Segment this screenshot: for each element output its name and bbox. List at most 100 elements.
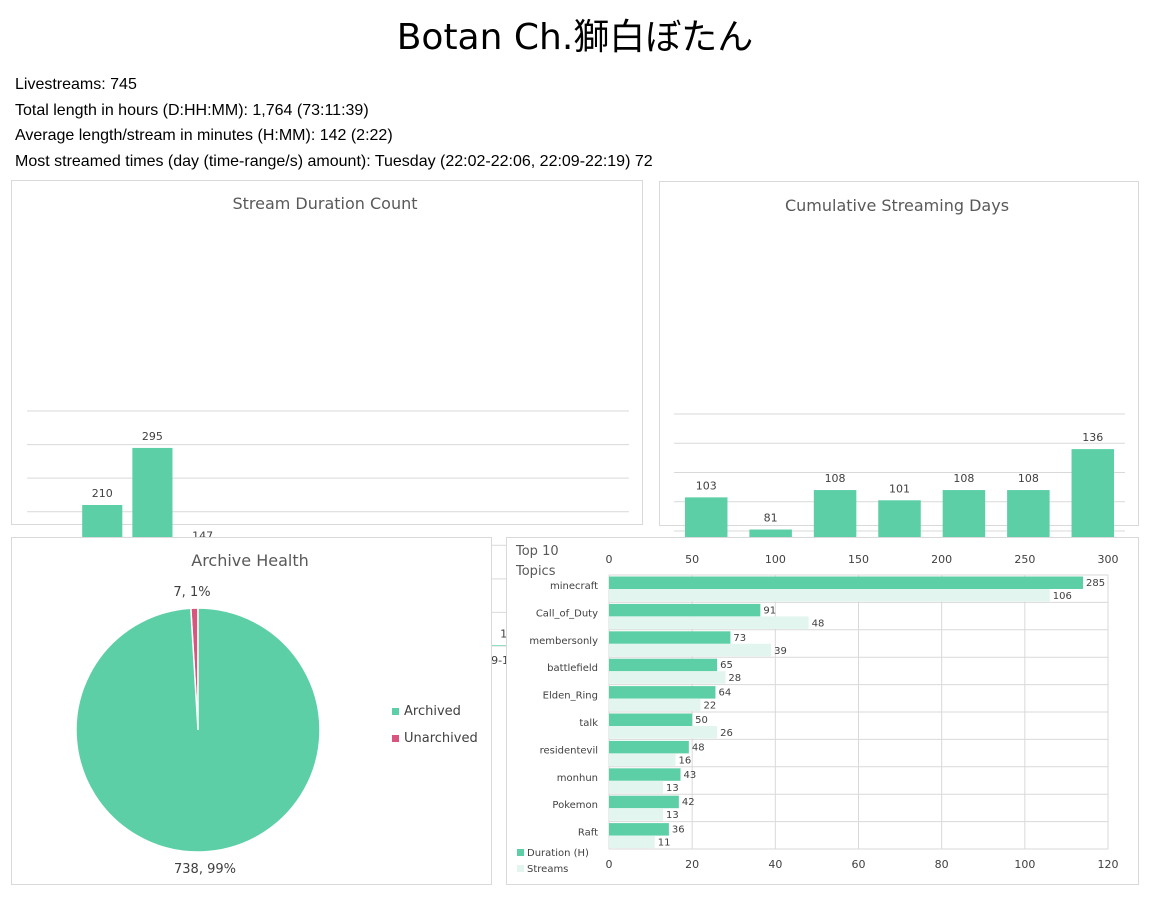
bar-duration-raft xyxy=(609,823,669,836)
bar-duration-minecraft xyxy=(609,576,1084,589)
bar-streams-call-of-duty xyxy=(609,616,809,629)
stats-summary: Livestreams: 745 Total length in hours (… xyxy=(15,72,653,175)
average-length-stat: Average length/stream in minutes (H:MM):… xyxy=(15,127,393,145)
bar-streams-monhun xyxy=(609,780,664,794)
top-axis-tick-label: 150 xyxy=(848,553,869,566)
data-label-1-2: 210 xyxy=(92,487,113,500)
legend-label-unarchived: Unarchived xyxy=(404,731,478,746)
data-label-unarchived: 7, 1% xyxy=(173,585,210,600)
bottom-axis-tick-label: 60 xyxy=(852,858,866,871)
data-label-duration-talk: 50 xyxy=(695,715,708,726)
category-label-call-of-duty: Call_of_Duty xyxy=(536,608,598,619)
bar-duration-elden-ring xyxy=(609,686,716,699)
category-label-talk: talk xyxy=(579,718,598,729)
data-label-duration-pokemon: 42 xyxy=(682,797,695,808)
bottom-axis-tick-label: 40 xyxy=(768,858,782,871)
data-label-tuesday: 108 xyxy=(825,472,846,485)
data-label-duration-residentevil: 48 xyxy=(692,742,705,753)
bar-streams-pokemon xyxy=(609,808,664,821)
bottom-axis-tick-label: 120 xyxy=(1098,858,1119,871)
total-length-stat: Total length in hours (D:HH:MM): 1,764 (… xyxy=(15,101,369,119)
top-axis-tick-label: 250 xyxy=(1014,553,1035,566)
top-axis-tick-label: 300 xyxy=(1098,553,1119,566)
bar-duration-call-of-duty xyxy=(609,603,761,617)
legend-swatch-duration-h xyxy=(517,849,524,856)
data-label-sunday: 103 xyxy=(696,479,717,492)
data-label-streams-battlefield: 28 xyxy=(728,673,741,684)
bar-streams-residentevil xyxy=(609,753,676,766)
data-label-duration-call-of-duty: 91 xyxy=(763,605,776,616)
legend-swatch-unarchived xyxy=(392,735,399,742)
top-topics-chart-panel: Top 10 Topics 0 50 100 150 200 250 300 0 20 40 60 80 1… xyxy=(506,537,1139,885)
data-label-duration-battlefield: 65 xyxy=(720,660,733,671)
data-label-2-3: 295 xyxy=(142,430,163,443)
page-title: Botan Ch.獅白ぼたん xyxy=(396,17,754,58)
data-label-saturday: 136 xyxy=(1082,431,1103,444)
chart-title: Top 10 Topics xyxy=(515,544,559,579)
bottom-axis-tick-label: 100 xyxy=(1014,858,1035,871)
duration-count-chart-panel: Stream Duration Count57<12101-22952-3147… xyxy=(11,180,643,681)
bar-streams-raft xyxy=(609,835,655,849)
bar-streams-elden-ring xyxy=(609,698,701,712)
data-label-duration-membersonly: 73 xyxy=(733,633,746,644)
chart-title: Cumulative Streaming Days xyxy=(785,196,1009,215)
category-label-minecraft: minecraft xyxy=(550,581,598,592)
category-label-pokemon: Pokemon xyxy=(552,800,598,811)
data-label-streams-membersonly: 39 xyxy=(774,646,787,657)
data-label-streams-elden-ring: 22 xyxy=(703,701,716,712)
bar-streams-minecraft xyxy=(609,589,1050,602)
data-label-monday: 81 xyxy=(764,512,778,525)
data-label-9-10: 1 xyxy=(500,627,507,640)
chart-title: Stream Duration Count xyxy=(232,194,417,213)
bottom-axis-tick-label: 80 xyxy=(935,858,949,871)
legend-label-streams: Streams xyxy=(527,864,568,875)
legend-swatch-streams xyxy=(517,865,524,872)
top-axis-tick-label: 200 xyxy=(931,553,952,566)
data-label-streams-talk: 26 xyxy=(720,728,733,739)
top-axis-tick-label: 0 xyxy=(606,553,613,566)
data-label-streams-monhun: 13 xyxy=(666,783,679,794)
bar-duration-talk xyxy=(609,713,693,726)
archive-health-chart: Archive Health 7, 1% 738, 99% Archived Unarc… xyxy=(75,551,478,877)
data-label-thursday: 108 xyxy=(953,472,974,485)
livestreams-stat: Livestreams: 745 xyxy=(15,76,137,93)
data-label-streams-pokemon: 13 xyxy=(666,810,679,821)
data-label-duration-monhun: 43 xyxy=(684,770,697,781)
data-label-streams-call-of-duty: 48 xyxy=(812,618,825,629)
category-label-raft: Raft xyxy=(578,828,598,839)
data-label-duration-minecraft: 285 xyxy=(1086,578,1105,589)
top-axis-tick-label: 100 xyxy=(765,553,786,566)
bar-streams-membersonly xyxy=(609,643,772,657)
category-label-elden-ring: Elden_Ring xyxy=(543,691,598,702)
archive-health-chart-panel: Archive Health 7, 1% 738, 99% Archived Unarc… xyxy=(11,537,492,885)
bottom-axis-tick-label: 20 xyxy=(685,858,699,871)
category-label-residentevil: residentevil xyxy=(540,745,598,756)
bar-duration-monhun xyxy=(609,768,681,781)
streaming-days-chart-panel: Cumulative Streaming Days103Sunday81Mond… xyxy=(659,181,1139,683)
top-topics-chart: Top 10 Topics 0 50 100 150 200 250 300 0 20 40 60 80 1… xyxy=(515,544,1119,875)
most-streamed-stat: Most streamed times (day (time-range/s) … xyxy=(15,153,653,171)
data-label-streams-raft: 11 xyxy=(658,838,671,849)
duration-count-chart: Stream Duration Count57<12101-22952-3147… xyxy=(27,194,629,681)
bar-streams-battlefield xyxy=(609,671,726,684)
pie-slice-archived xyxy=(75,607,321,853)
data-label-duration-elden-ring: 64 xyxy=(718,688,731,699)
streaming-days-chart: Cumulative Streaming Days103Sunday81Mond… xyxy=(674,196,1125,683)
bar-duration-membersonly xyxy=(609,631,731,644)
bar-9-10 xyxy=(483,645,524,646)
bar-duration-pokemon xyxy=(609,795,679,809)
category-label-monhun: monhun xyxy=(557,773,598,784)
data-label-wednesday: 101 xyxy=(889,482,910,495)
bar-streams-talk xyxy=(609,726,718,739)
chart-title: Archive Health xyxy=(191,551,309,570)
category-label-battlefield: battlefield xyxy=(547,663,598,674)
legend-label-duration-h: Duration (H) xyxy=(527,848,589,859)
data-label-friday: 108 xyxy=(1018,472,1039,485)
data-label-duration-raft: 36 xyxy=(672,825,685,836)
data-label-streams-residentevil: 16 xyxy=(679,755,692,766)
bar-duration-battlefield xyxy=(609,658,718,672)
bar-duration-residentevil xyxy=(609,740,689,754)
legend-swatch-archived xyxy=(392,708,399,715)
category-label-membersonly: membersonly xyxy=(529,636,598,647)
data-label-streams-minecraft: 106 xyxy=(1053,591,1072,602)
